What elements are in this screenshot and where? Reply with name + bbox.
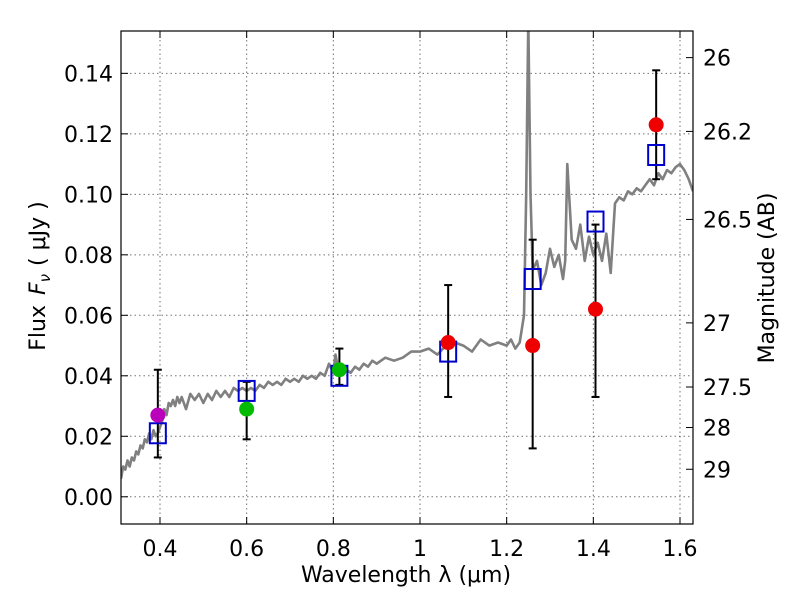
y-axis-label-unit: ( μJy ) [26, 201, 51, 266]
error-bars [153, 69, 661, 459]
y-axis-ticks: 0.00 0.02 0.04 0.06 0.08 0.10 0.12 0.14 [64, 62, 128, 511]
right-axis-label: Magnitude (AB) [755, 193, 780, 364]
x-tick-label: 0.6 [229, 537, 264, 562]
y-tick-label: 0.00 [64, 486, 113, 511]
x-tick-label: 1 [413, 537, 427, 562]
observed-point [239, 401, 255, 417]
right-tick-label: 26.5 [703, 208, 752, 233]
y-axis-label-symbol: F [26, 282, 51, 295]
y-axis-label: Flux Fν ( μJy ) [26, 201, 54, 350]
y-tick-label: 0.04 [64, 365, 113, 390]
right-tick-label: 26 [703, 47, 731, 72]
right-tick-label: 28 [703, 417, 731, 442]
observed-point [588, 301, 603, 317]
model-point [237, 379, 256, 402]
x-tick-label: 1.6 [663, 537, 698, 562]
y-tick-label: 0.10 [64, 183, 113, 208]
observed-point [525, 338, 541, 354]
x-tick-label: 0.8 [316, 537, 351, 562]
y-axis-label-prefix: Flux [26, 305, 51, 351]
observed-point [440, 335, 456, 351]
model-spectrum-layer [121, 31, 693, 479]
observed-photometry-markers [150, 117, 664, 423]
x-axis-label: Wavelength λ (μm) [301, 563, 511, 588]
y-tick-label: 0.14 [64, 62, 113, 87]
right-axis-ticks: 26 26.2 26.5 27 27.5 28 29 [686, 47, 752, 483]
y-axis-label-subscript: ν [36, 274, 54, 282]
svg-text:FluxFν( μJy ): Flux Fν ( μJy ) [26, 201, 54, 350]
right-tick-label: 29 [703, 458, 731, 483]
model-spectrum-line [121, 31, 693, 479]
y-tick-label: 0.02 [64, 425, 113, 450]
observed-point [331, 362, 347, 378]
model-photometry-markers [148, 144, 666, 445]
model-point [523, 268, 542, 291]
y-tick-label: 0.12 [64, 123, 113, 148]
right-tick-label: 27.5 [703, 376, 752, 401]
x-tick-label: 1.4 [576, 537, 611, 562]
y-tick-label: 0.08 [64, 244, 113, 269]
plot-frame [120, 30, 694, 525]
model-point [148, 422, 167, 445]
x-axis-ticks: 0.4 0.6 0.8 1 1.2 1.4 1.6 [143, 31, 698, 562]
y-tick-label: 0.06 [64, 304, 113, 329]
right-tick-label: 26.2 [703, 120, 752, 145]
model-point [647, 144, 666, 167]
grid-lines [121, 31, 693, 524]
model-point [586, 210, 605, 233]
observed-point [150, 407, 166, 423]
x-tick-label: 0.4 [143, 537, 178, 562]
observed-point [648, 117, 664, 133]
x-tick-label: 1.2 [489, 537, 524, 562]
right-tick-label: 27 [703, 312, 731, 337]
